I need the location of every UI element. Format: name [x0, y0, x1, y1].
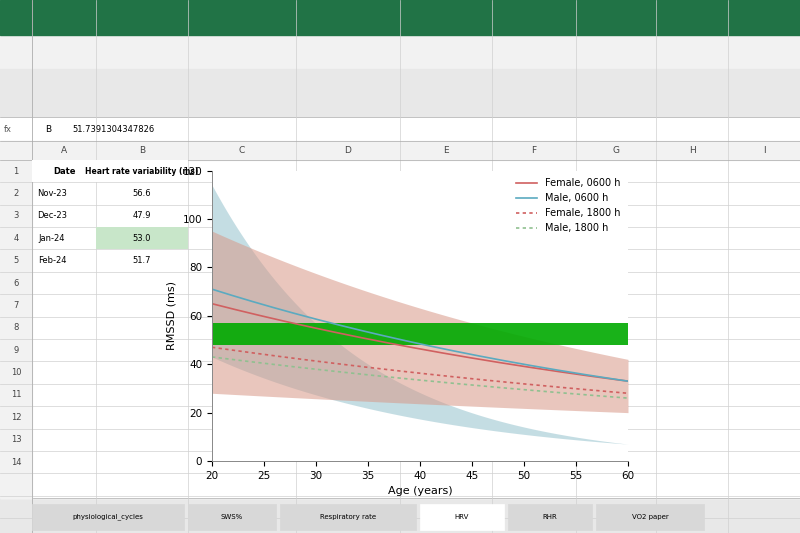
Text: fx: fx	[4, 125, 12, 134]
Bar	[0, 141, 800, 498]
Text: Nov-23: Nov-23	[37, 189, 67, 198]
Text: I: I	[762, 147, 766, 155]
Bar	[0, 0, 800, 35]
Text: HRV: HRV	[455, 514, 469, 520]
Text: 47.9: 47.9	[133, 212, 151, 220]
Text: Heart rate variability (ms): Heart rate variability (ms)	[86, 167, 198, 175]
Text: 9: 9	[14, 346, 18, 354]
Text: 2: 2	[14, 189, 18, 198]
Bar	[420, 504, 504, 530]
Text: 10: 10	[10, 368, 22, 377]
Text: 1: 1	[14, 167, 18, 175]
Text: B: B	[45, 125, 51, 134]
Text: 13: 13	[10, 435, 22, 444]
Text: 12: 12	[10, 413, 22, 422]
Text: G: G	[613, 147, 619, 155]
Text: 4: 4	[14, 234, 18, 243]
Bar	[280, 504, 416, 530]
Text: 8: 8	[14, 324, 18, 332]
Text: C: C	[239, 147, 245, 155]
Text: A: A	[61, 147, 67, 155]
Text: 14: 14	[10, 458, 22, 466]
Text: 7: 7	[14, 301, 18, 310]
Bar	[32, 160, 96, 182]
Y-axis label: RMSSD (ms): RMSSD (ms)	[167, 281, 177, 350]
Text: 11: 11	[10, 391, 22, 399]
Text: 51.7: 51.7	[133, 256, 151, 265]
Text: Date: Date	[53, 167, 75, 175]
Text: 6: 6	[14, 279, 18, 287]
Bar	[0, 69, 800, 117]
Text: Respiratory rate: Respiratory rate	[320, 514, 376, 520]
Text: 56.6: 56.6	[133, 189, 151, 198]
Text: B: B	[139, 147, 145, 155]
Bar	[0, 141, 32, 498]
Bar	[188, 504, 276, 530]
Bar	[508, 504, 592, 530]
Bar	[96, 227, 188, 249]
Bar	[0, 0, 800, 69]
Text: VO2 paper: VO2 paper	[632, 514, 668, 520]
Text: 51.7391304347826: 51.7391304347826	[72, 125, 154, 134]
Text: physiological_cycles: physiological_cycles	[73, 514, 143, 520]
Text: Feb-24: Feb-24	[38, 256, 66, 265]
Bar	[596, 504, 704, 530]
Legend: Female, 0600 h, Male, 0600 h, Female, 1800 h, Male, 1800 h: Female, 0600 h, Male, 0600 h, Female, 18…	[513, 175, 623, 236]
Text: 3: 3	[14, 212, 18, 220]
Text: 53.0: 53.0	[133, 234, 151, 243]
Text: Jan-24: Jan-24	[38, 234, 66, 243]
Text: D: D	[345, 147, 351, 155]
Bar	[0, 498, 800, 533]
Bar	[96, 160, 188, 182]
Text: SWS%: SWS%	[221, 514, 243, 520]
X-axis label: Age (years): Age (years)	[388, 486, 452, 496]
Text: H: H	[689, 147, 695, 155]
Text: F: F	[531, 147, 537, 155]
Text: RHR: RHR	[542, 514, 558, 520]
Bar	[32, 504, 184, 530]
Text: E: E	[443, 147, 449, 155]
Bar	[0, 117, 800, 141]
Bar	[0, 141, 800, 160]
Text: 5: 5	[14, 256, 18, 265]
Text: Dec-23: Dec-23	[37, 212, 67, 220]
